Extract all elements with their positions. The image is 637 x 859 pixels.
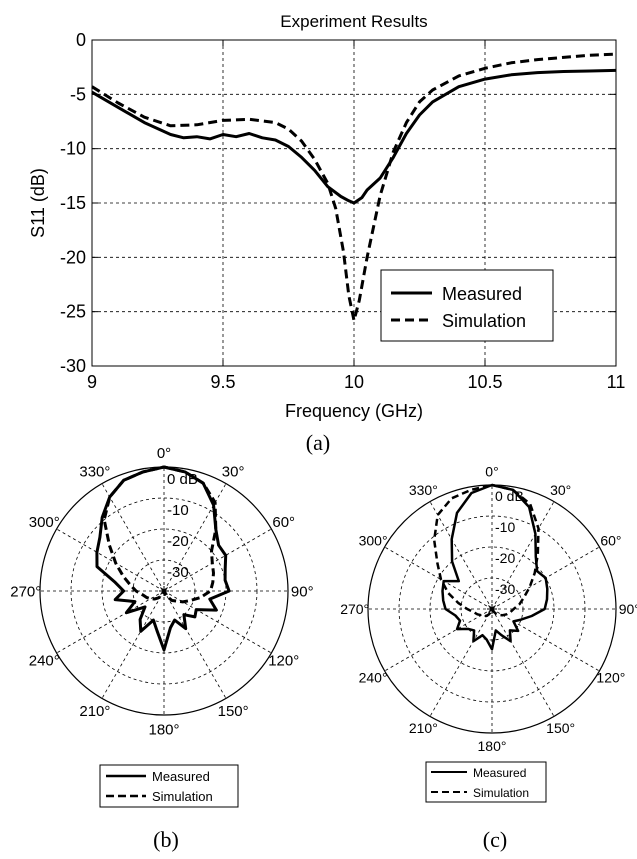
x-axis-label: Frequency (GHz): [285, 401, 423, 421]
x-tick-label: 9: [87, 372, 97, 392]
polar-line-measured: [95, 465, 231, 652]
radial-tick-label: -30: [167, 564, 189, 581]
polar-spoke: [101, 590, 165, 699]
legend-simulation-label: Simulation: [152, 789, 213, 804]
polar-spoke: [491, 501, 555, 610]
polar-chart-b: 0° 30° 60° 90° 120° 150° 180° 210° 240° 270° 300° 3…: [10, 445, 314, 808]
series-line-measured: [91, 68, 617, 205]
angle-tick-label: 60°: [600, 532, 621, 548]
angle-tick-label: 120°: [596, 670, 625, 686]
panel-label-b: (b): [153, 827, 179, 852]
polar-spoke: [491, 608, 555, 717]
angle-tick-label: 180°: [148, 722, 179, 739]
angle-tick-label: 300°: [29, 514, 60, 531]
y-tick-label: -15: [60, 193, 86, 213]
angle-tick-label: 90°: [619, 601, 637, 617]
legend-simulation-label: Simulation: [473, 786, 529, 800]
polar-grid: 0° 30° 60° 90° 120° 150° 180° 210° 240° 270° 300° 3…: [10, 445, 313, 739]
polar-spoke: [384, 608, 493, 672]
legend-box: [380, 269, 554, 342]
panel-label-a: (a): [306, 430, 330, 455]
polar-grid: 0° 30° 60° 90° 120° 150° 180° 210° 240° 270° 300° 3…: [340, 464, 637, 755]
angle-tick-label: 0°: [485, 464, 498, 480]
angle-tick-label: 30°: [550, 482, 571, 498]
angle-tick-label: 90°: [291, 583, 314, 600]
polar-spoke: [429, 501, 493, 610]
radial-tick-label: 0 dB: [167, 471, 198, 488]
legend: Measured Simulation: [99, 764, 239, 808]
polar-spoke: [101, 483, 165, 592]
y-tick-label: -20: [60, 247, 86, 267]
y-tick-label: 0: [76, 30, 86, 50]
y-tick-label: -10: [60, 139, 86, 159]
legend-box: [99, 764, 239, 808]
chart-title: Experiment Results: [280, 12, 427, 31]
angle-tick-label: 150°: [546, 720, 575, 736]
radial-tick-label: -20: [495, 550, 515, 566]
angle-tick-label: 210°: [409, 720, 438, 736]
angle-tick-label: 300°: [359, 532, 388, 548]
angle-tick-label: 270°: [10, 583, 41, 600]
polar-line-simulation: [102, 465, 218, 604]
series-lines: [91, 52, 617, 322]
polar-series: [432, 483, 549, 651]
polar-spoke: [163, 590, 227, 699]
angle-tick-label: 210°: [79, 703, 110, 720]
axis-ticks: 9 9.5 10 10.5 11 0 -5 -10 -15 -20 -25 -30: [60, 30, 625, 392]
polar-series: [95, 465, 231, 652]
x-tick-label: 9.5: [210, 372, 235, 392]
panel-label-c: (c): [483, 827, 507, 852]
angle-tick-label: 240°: [359, 670, 388, 686]
legend-measured-label: Measured: [473, 766, 526, 780]
y-axis-label: S11 (dB): [28, 168, 48, 238]
x-tick-label: 10.5: [467, 372, 502, 392]
angle-tick-label: 270°: [340, 601, 369, 617]
polar-spoke: [429, 608, 493, 717]
polar-line-simulation: [432, 483, 540, 618]
y-tick-label: -30: [60, 356, 86, 376]
polar-spoke: [56, 528, 165, 592]
polar-spoke: [56, 590, 165, 654]
s11-chart: 9 9.5 10 10.5 11 0 -5 -10 -15 -20 -25 -30 Experimen…: [28, 12, 625, 421]
angle-tick-label: 330°: [79, 464, 110, 481]
angle-tick-label: 330°: [409, 482, 438, 498]
polar-line-measured: [441, 483, 549, 651]
legend: Measured Simulation: [425, 761, 547, 803]
legend: Measured Simulation: [380, 269, 554, 342]
radial-tick-label: -20: [167, 533, 189, 550]
polar-spoke: [384, 546, 493, 610]
radial-tick-label: -30: [495, 581, 515, 597]
radial-tick-label: -10: [167, 502, 189, 519]
x-tick-label: 11: [607, 372, 626, 392]
angle-tick-label: 120°: [268, 652, 299, 669]
radial-tick-label: -10: [495, 519, 515, 535]
angle-tick-label: 240°: [29, 652, 60, 669]
y-tick-label: -25: [60, 302, 86, 322]
y-tick-label: -5: [70, 84, 86, 104]
polar-spoke: [163, 590, 272, 654]
angle-tick-label: 60°: [272, 514, 295, 531]
x-tick-label: 10: [344, 372, 364, 392]
polar-spoke: [163, 528, 272, 592]
legend-measured-label: Measured: [442, 284, 522, 304]
angle-tick-label: 150°: [218, 703, 249, 720]
legend-measured-label: Measured: [152, 769, 210, 784]
legend-box: [425, 761, 547, 803]
polar-spoke: [491, 608, 600, 672]
angle-tick-label: 0°: [157, 445, 171, 462]
legend-simulation-label: Simulation: [442, 311, 526, 331]
angle-tick-label: 180°: [478, 738, 507, 754]
polar-chart-c: 0° 30° 60° 90° 120° 150° 180° 210° 240° 270° 300° 3…: [340, 464, 637, 803]
angle-tick-label: 30°: [222, 464, 245, 481]
